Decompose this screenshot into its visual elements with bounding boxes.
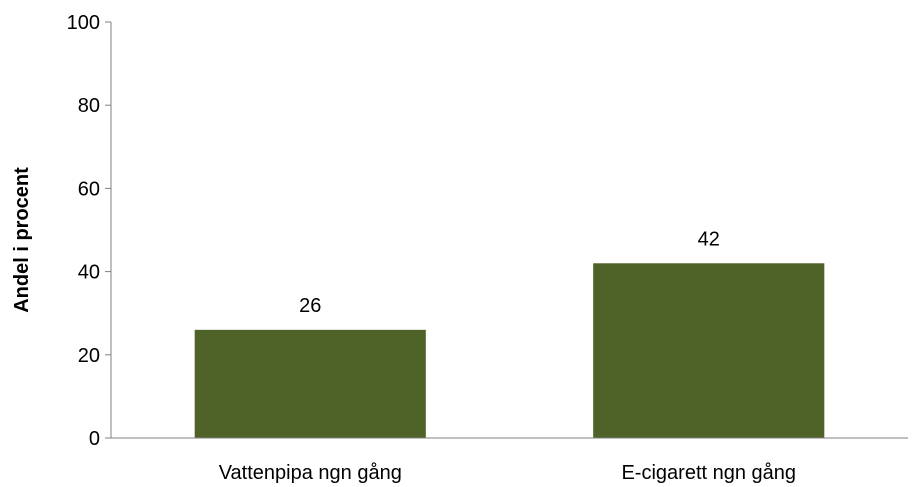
y-axis-title: Andel i procent <box>11 167 33 313</box>
y-tick-label: 20 <box>78 345 100 367</box>
data-labels: 26 42 <box>299 228 720 317</box>
y-axis-ticks: 0 20 40 60 80 100 <box>67 12 111 450</box>
y-tick-label: 40 <box>78 262 100 284</box>
x-category-label: E-cigarett ngn gång <box>621 462 796 484</box>
x-axis-ticks: Vattenpipa ngn gång E-cigarett ngn gång <box>219 462 796 484</box>
y-tick-label: 0 <box>89 428 100 450</box>
bar <box>194 329 426 438</box>
bar-data-label: 42 <box>698 228 720 250</box>
y-tick-label: 100 <box>67 12 100 34</box>
x-category-label: Vattenpipa ngn gång <box>219 462 402 484</box>
y-tick-label: 80 <box>78 95 100 117</box>
bar <box>593 263 825 438</box>
bar-data-label: 26 <box>299 295 321 317</box>
bars <box>194 263 825 438</box>
y-tick-label: 60 <box>78 178 100 200</box>
